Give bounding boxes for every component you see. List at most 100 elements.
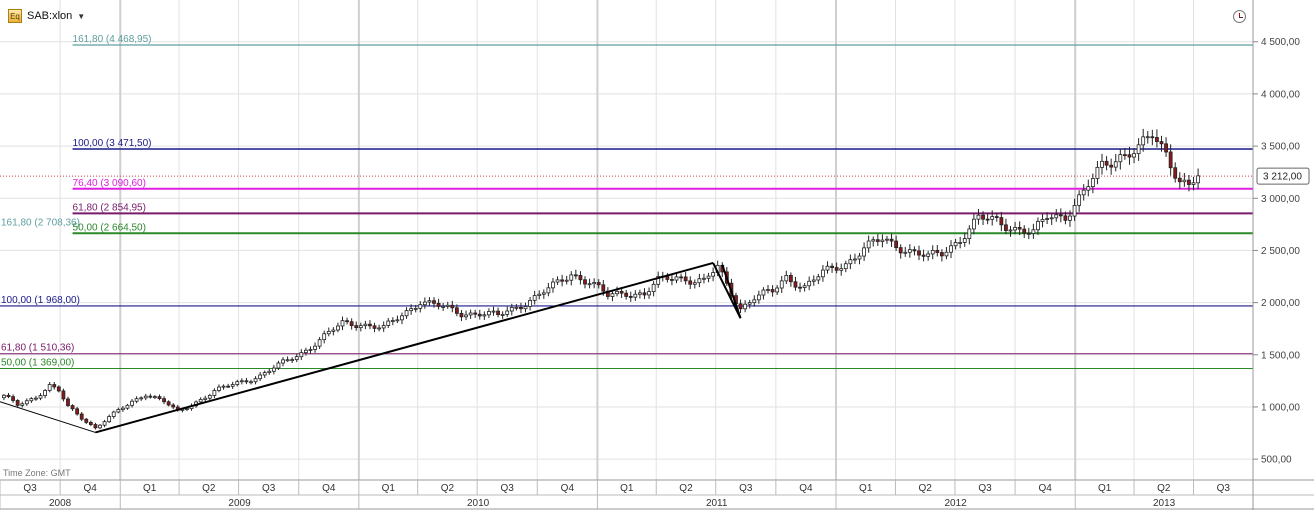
candle <box>569 271 574 286</box>
candle <box>43 388 48 399</box>
candle-body <box>958 242 963 244</box>
candle-body <box>313 345 317 350</box>
quarter-label: Q1 <box>1098 483 1112 494</box>
candle-body <box>459 312 464 318</box>
candle <box>578 271 583 285</box>
candle <box>162 396 166 405</box>
candle-body <box>1063 215 1068 221</box>
symbol-label[interactable]: SAB:xlon <box>27 10 73 22</box>
candle-body <box>985 218 990 221</box>
candle-body <box>1122 154 1127 157</box>
candle-body <box>702 277 706 280</box>
candle-body <box>2 394 6 399</box>
candle-body <box>326 331 331 335</box>
candle <box>679 273 683 283</box>
candle <box>139 396 144 401</box>
candle-body <box>532 295 537 301</box>
candle <box>84 418 89 425</box>
candle-body <box>125 404 130 409</box>
clock-icon[interactable] <box>1233 10 1246 23</box>
candle-body <box>1109 164 1114 168</box>
candle-body <box>496 310 500 315</box>
candle-body <box>1054 214 1059 219</box>
candle <box>1068 210 1072 227</box>
candle-body <box>1173 167 1178 179</box>
candle-body <box>56 386 61 392</box>
candle-body <box>756 294 761 301</box>
candle-body <box>523 306 528 310</box>
candle <box>1141 128 1146 152</box>
candle <box>262 370 267 378</box>
candle <box>212 388 217 399</box>
candle-body <box>390 320 395 322</box>
candle <box>372 322 377 333</box>
candle <box>1072 198 1077 221</box>
candle <box>811 275 816 286</box>
year-label: 2011 <box>706 498 728 509</box>
candle-body <box>1136 144 1141 155</box>
candle <box>1191 176 1196 191</box>
candle-body <box>738 303 743 310</box>
symbol-header[interactable]: Eq SAB:xlon ▼ <box>8 8 85 24</box>
candle-body <box>477 313 482 317</box>
fib-level-label: 161,80 (4 468,95) <box>73 34 152 45</box>
candle <box>11 394 15 403</box>
candle <box>377 324 382 332</box>
candle-body <box>317 339 322 347</box>
candle <box>317 336 322 350</box>
candle <box>422 297 427 309</box>
candle-body <box>363 323 368 327</box>
candle-body <box>880 239 885 242</box>
candle <box>862 242 866 261</box>
candle <box>52 381 57 390</box>
candle <box>226 383 231 388</box>
candle <box>345 317 349 325</box>
candle-body <box>889 238 894 242</box>
candle <box>354 321 359 331</box>
candle-body <box>1049 217 1054 220</box>
candle-body <box>944 251 949 257</box>
candle-body <box>1177 177 1182 183</box>
last-price-tag: 3 212,00 <box>1256 167 1310 185</box>
candle-body <box>235 381 240 385</box>
candle-body <box>999 217 1004 226</box>
candle <box>743 300 748 313</box>
candle <box>647 287 651 299</box>
candle <box>596 279 601 289</box>
candle <box>505 306 510 317</box>
candle <box>1022 225 1027 239</box>
candle-body <box>29 398 34 402</box>
candle-body <box>198 399 203 403</box>
candle <box>917 245 921 261</box>
candle-body <box>139 397 144 400</box>
candle-body <box>811 279 816 282</box>
candle <box>775 285 780 295</box>
candle-body <box>427 300 432 303</box>
chevron-down-icon[interactable]: ▼ <box>77 11 86 21</box>
candle <box>20 401 25 408</box>
candle-body <box>981 214 985 220</box>
fib-level-label: 76,40 (3 090,60) <box>73 178 146 189</box>
candle <box>711 267 716 282</box>
candle <box>1040 213 1045 228</box>
time-zone-label: Time Zone: GMT <box>3 468 71 478</box>
candle-body <box>875 239 880 242</box>
candle-body <box>1168 151 1173 169</box>
candle <box>221 384 226 390</box>
price-tag-box <box>1256 167 1310 185</box>
candle-body <box>670 279 674 281</box>
candle <box>400 312 404 325</box>
candle <box>551 277 555 293</box>
candle-body <box>898 247 903 254</box>
candle <box>436 298 441 310</box>
candle-body <box>1132 153 1136 158</box>
candle <box>871 236 876 247</box>
candle <box>381 321 386 332</box>
candle <box>885 235 889 244</box>
candle-body <box>697 278 702 284</box>
candle-body <box>775 287 780 293</box>
candle <box>500 311 505 319</box>
candle-body <box>340 320 345 327</box>
candle <box>843 260 848 273</box>
